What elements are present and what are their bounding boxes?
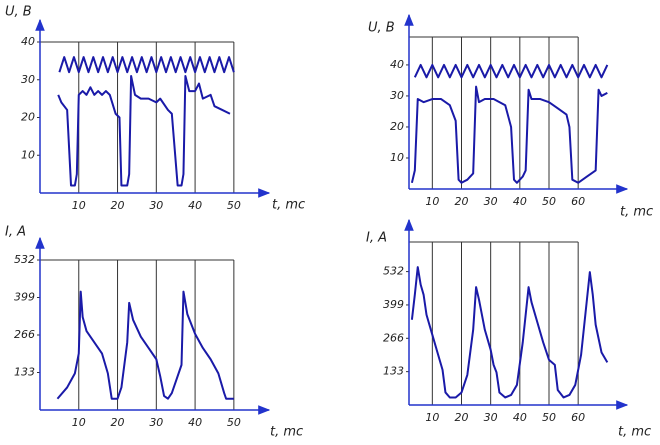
x-tick-label: 30 [149,199,163,212]
x-tick-label: 60 [571,411,585,424]
y-tick-label: 10 [390,151,404,164]
x-tick-label: 50 [542,411,556,424]
x-tick-label: 20 [455,411,469,424]
x-tick-label: 10 [72,199,86,212]
x-tick-label: 30 [484,411,498,424]
x-tick-label: 10 [425,411,439,424]
y-tick-label: 532 [14,253,35,266]
y-tick-label: 399 [383,298,404,311]
series-line [56,290,234,400]
y-tick-label: 20 [390,120,404,133]
y-tick-label: 30 [390,89,404,102]
x-tick-label: 10 [72,416,86,429]
series-line [58,56,235,74]
x-tick-label: 50 [227,199,241,212]
x-tick-label: 20 [111,416,125,429]
x-tick-label: 30 [484,195,498,208]
x-tick-label: 40 [513,195,527,208]
y-tick-label: 40 [390,58,404,71]
y-tick-label: 399 [14,291,35,304]
y-tick-label: 10 [21,148,35,161]
y-tick-label: 266 [14,328,35,341]
y-tick-label: 266 [383,331,404,344]
y-tick-label: 133 [14,366,35,379]
x-tick-label: 10 [425,195,439,208]
x-tick-label: 20 [111,199,125,212]
x-tick-label: 50 [542,195,556,208]
x-tick-label: 50 [227,416,241,429]
x-tick-label: 20 [455,195,469,208]
y-tick-label: 20 [21,111,35,124]
x-tick-label: 30 [149,416,163,429]
x-tick-label: 40 [188,416,202,429]
y-axis-title: I, A [366,231,387,246]
x-axis-title: t, mc [270,425,303,440]
y-axis-title: U, B [368,21,395,36]
series-line [413,63,609,79]
y-tick-label: 133 [383,365,404,378]
y-axis-title: U, B [5,5,32,20]
x-axis-title: t, mc [620,205,653,220]
series-line [57,74,231,187]
x-tick-label: 40 [188,199,202,212]
x-axis-title: t, mc [618,425,651,440]
series-line [410,266,609,399]
x-tick-label: 60 [571,195,585,208]
y-tick-label: 532 [383,265,404,278]
series-line [410,85,608,184]
y-tick-label: 30 [21,73,35,86]
y-tick-label: 40 [21,35,35,48]
x-tick-label: 40 [513,411,527,424]
y-axis-title: I, A [5,225,26,240]
x-axis-title: t, mc [272,198,305,213]
